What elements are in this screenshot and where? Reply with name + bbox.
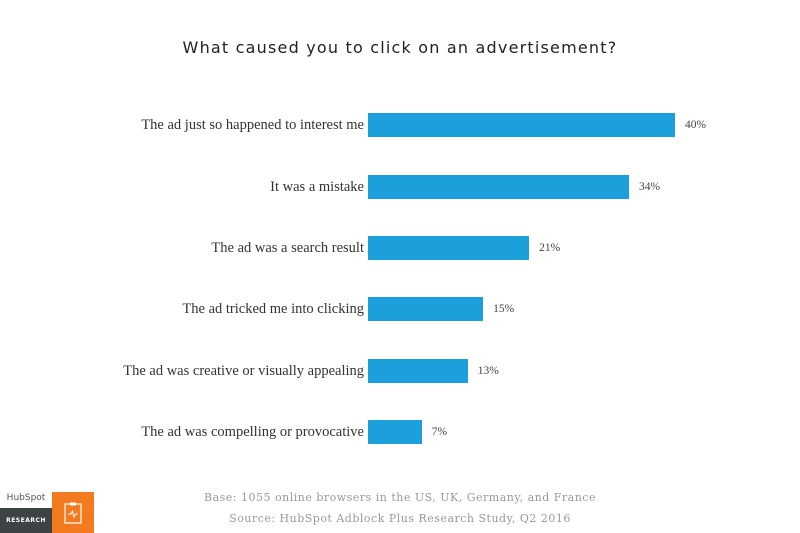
value-label: 15%	[493, 303, 515, 315]
bar	[368, 236, 530, 260]
bar-row: The ad was creative or visually appealin…	[0, 359, 800, 383]
category-label: The ad tricked me into clicking	[182, 301, 364, 317]
bar	[368, 113, 675, 137]
value-label: 34%	[638, 181, 661, 193]
footer-source: Source: HubSpot Adblock Plus Research St…	[229, 512, 571, 525]
bar-row: The ad just so happened to interest me 40…	[0, 113, 800, 137]
category-label: The ad was compelling or provocative	[141, 424, 364, 440]
bar-row: The ad was compelling or provocative 7%	[0, 420, 800, 444]
bar-row: It was a mistake 34%	[0, 175, 800, 199]
value-label: 13%	[477, 365, 499, 377]
category-label: The ad was a search result	[211, 240, 364, 256]
value-label: 7%	[431, 426, 448, 438]
bar	[368, 420, 422, 444]
value-label: 21%	[539, 242, 561, 254]
category-label: The ad was creative or visually appealin…	[123, 363, 364, 379]
research-tag: RESEARCH	[0, 508, 52, 533]
bar	[368, 297, 484, 321]
chart-title: What caused you to click on an advertise…	[182, 38, 618, 57]
footer-base: Base: 1055 online browsers in the US, UK…	[204, 491, 596, 504]
bar	[368, 359, 468, 383]
category-label: It was a mistake	[270, 179, 364, 195]
bar	[368, 175, 629, 199]
bar-row: The ad tricked me into clicking 15%	[0, 297, 800, 321]
bar-row: The ad was a search result 21%	[0, 236, 800, 260]
clipboard-icon	[52, 492, 94, 533]
hubspot-logo: HubSpot	[0, 488, 52, 508]
value-label: 40%	[685, 119, 707, 131]
category-label: The ad just so happened to interest me	[141, 117, 364, 133]
